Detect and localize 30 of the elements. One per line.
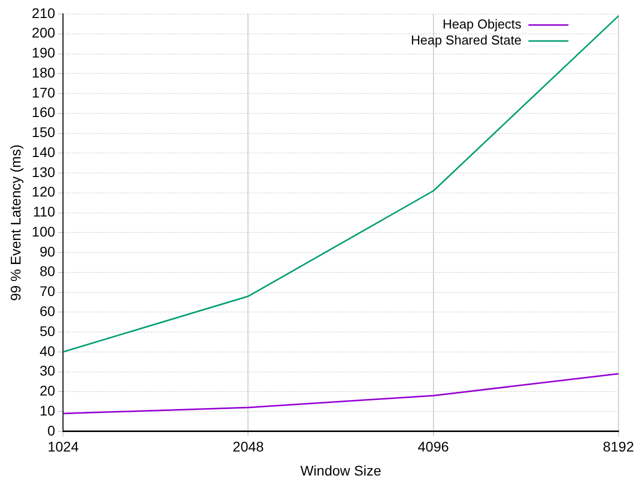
y-tick-label: 190 [32,44,56,61]
legend-label: Heap Objects [442,16,522,32]
y-tick-label: 110 [32,204,56,220]
y-tick-label: 60 [40,303,56,319]
y-tick-label: 130 [32,164,56,180]
y-tick-label: 170 [32,84,56,100]
y-tick-label: 0 [47,422,56,438]
y-tick-label: 80 [40,263,56,280]
x-axis-title: Window Size [300,462,382,478]
y-tick-label: 50 [40,322,56,339]
y-tick-label: 30 [40,362,56,379]
x-tick-label: 8192 [602,438,634,455]
y-tick-label: 200 [32,24,56,41]
y-tick-label: 90 [40,243,56,260]
y-tick-label: 20 [40,382,56,399]
y-tick-label: 180 [32,64,56,80]
x-tick-label: 1024 [48,438,79,455]
y-tick-label: 40 [40,342,56,359]
y-axis-title: 99 % Event Latency (ms) [7,144,24,301]
y-tick-label: 210 [32,4,56,21]
y-tick-label: 120 [32,184,56,200]
y-tick-label: 150 [32,124,56,140]
x-tick-label: 2048 [232,438,264,455]
y-tick-label: 140 [32,144,56,160]
x-tick-label: 4096 [418,438,450,455]
y-tick-label: 160 [32,104,56,120]
y-tick-label: 10 [40,402,56,418]
y-tick-label: 100 [32,223,56,240]
y-tick-label: 70 [40,283,56,300]
legend-label: Heap Shared State [410,32,522,48]
